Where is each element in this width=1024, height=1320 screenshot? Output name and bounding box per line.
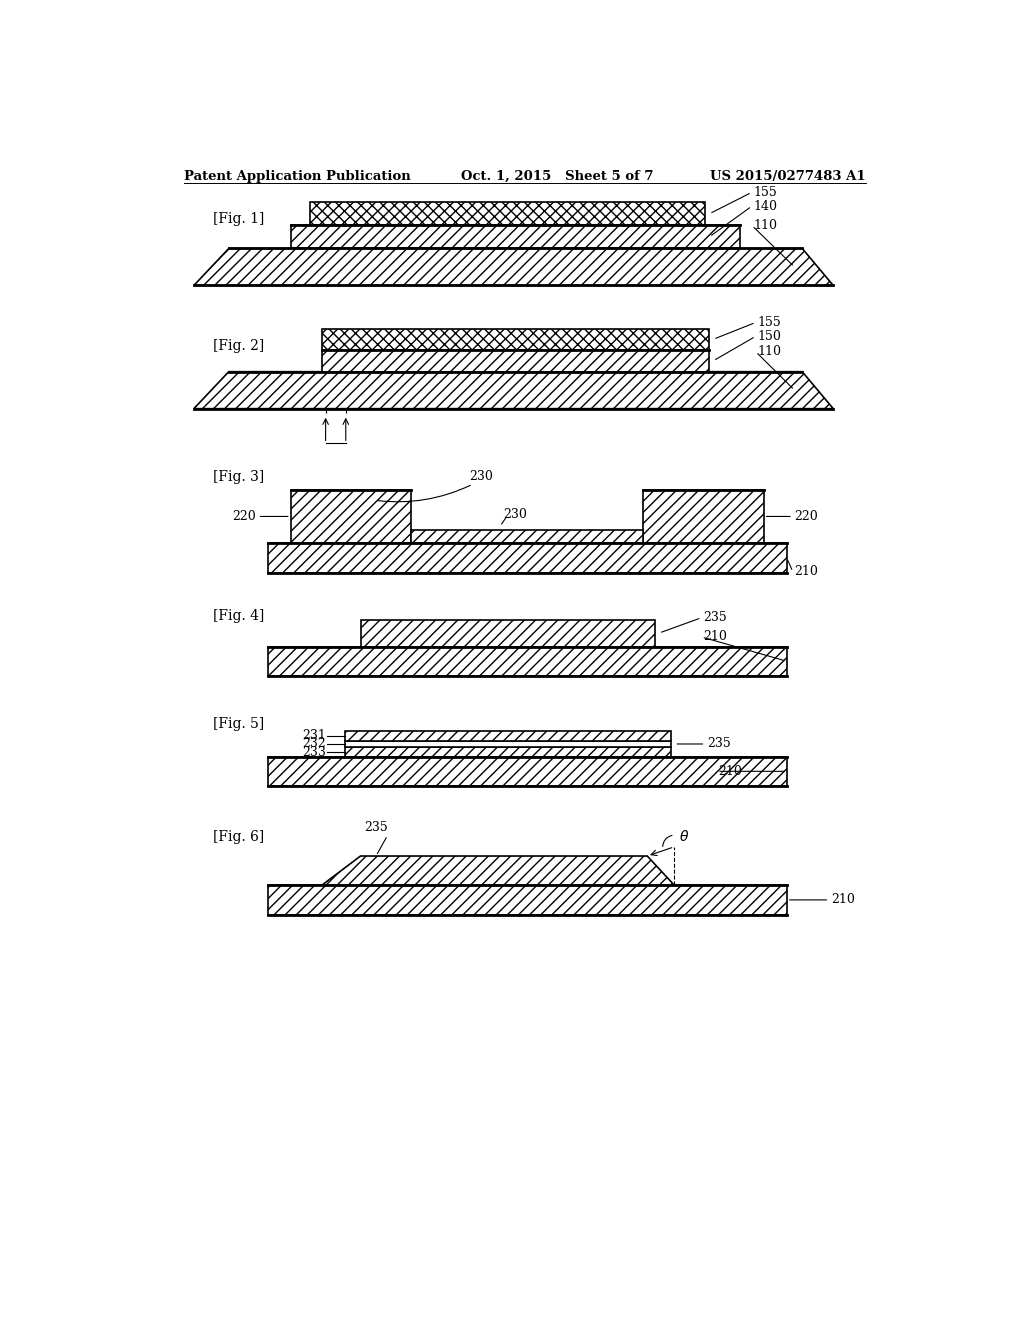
Text: 220: 220 (795, 510, 818, 523)
Text: [Fig. 6]: [Fig. 6] (213, 830, 264, 843)
Text: 140: 140 (754, 199, 777, 213)
Text: [Fig. 5]: [Fig. 5] (213, 717, 264, 731)
Text: 110: 110 (758, 345, 781, 358)
Text: [Fig. 4]: [Fig. 4] (213, 609, 264, 623)
Text: 210: 210 (719, 764, 742, 777)
Text: Oct. 1, 2015   Sheet 5 of 7: Oct. 1, 2015 Sheet 5 of 7 (461, 170, 653, 183)
Text: [Fig. 1]: [Fig. 1] (213, 213, 264, 226)
Text: Patent Application Publication: Patent Application Publication (183, 170, 411, 183)
Text: 230: 230 (504, 508, 527, 520)
Text: $\theta$: $\theta$ (679, 829, 689, 845)
Bar (291, 490, 411, 544)
Polygon shape (322, 857, 675, 886)
Bar (345, 747, 671, 756)
Bar (345, 741, 671, 747)
Text: [Fig. 2]: [Fig. 2] (213, 339, 264, 354)
Bar (345, 731, 671, 741)
Text: 220: 220 (232, 510, 256, 523)
Bar (310, 202, 706, 226)
Bar (267, 756, 786, 785)
Text: US 2015/0277483 A1: US 2015/0277483 A1 (711, 170, 866, 183)
Text: 155: 155 (758, 315, 781, 329)
Text: 235: 235 (707, 738, 731, 751)
Text: 210: 210 (830, 894, 855, 907)
Polygon shape (194, 248, 834, 285)
Bar (322, 329, 710, 350)
Bar (411, 529, 643, 544)
Bar (291, 226, 740, 248)
Text: [Fig. 3]: [Fig. 3] (213, 470, 264, 484)
Bar (267, 647, 786, 676)
Bar (360, 619, 655, 647)
Text: 110: 110 (754, 219, 777, 232)
Text: 230: 230 (469, 470, 493, 483)
Text: 231: 231 (302, 730, 326, 742)
Bar (267, 886, 786, 915)
Bar (267, 544, 786, 573)
Polygon shape (194, 372, 834, 409)
Text: 235: 235 (703, 611, 727, 624)
Bar (322, 350, 710, 372)
Text: 235: 235 (365, 821, 388, 834)
Text: 233: 233 (302, 746, 326, 759)
Text: 210: 210 (703, 631, 727, 643)
Text: 155: 155 (754, 186, 777, 199)
Bar (643, 490, 764, 544)
Text: 232: 232 (302, 738, 326, 751)
Text: 210: 210 (795, 565, 818, 578)
Text: 150: 150 (758, 330, 781, 343)
